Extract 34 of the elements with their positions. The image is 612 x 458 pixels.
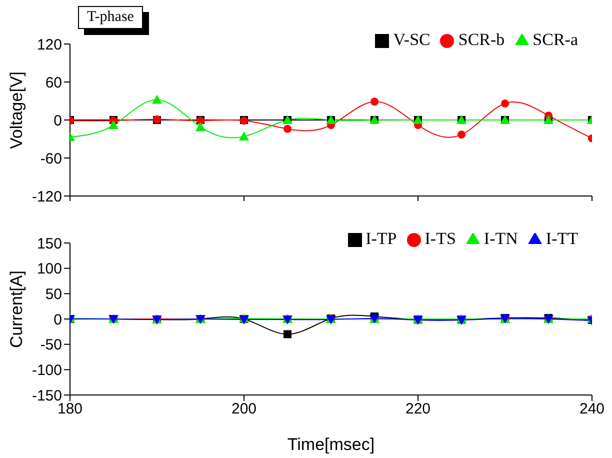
legend-label: I-TN — [484, 229, 518, 248]
legend-label: SCR-b — [458, 30, 505, 49]
y-tick-label: 100 — [36, 260, 62, 278]
x-tick-label: 240 — [579, 400, 605, 418]
legend-label: SCR-a — [532, 30, 578, 49]
legend-label: I-TT — [546, 229, 578, 248]
y-tick-label: -60 — [40, 150, 62, 168]
y-tick-label: 50 — [45, 286, 62, 303]
point — [370, 98, 378, 106]
point — [108, 120, 118, 130]
y-tick-label: 60 — [45, 74, 62, 92]
x-tick-label: 200 — [231, 400, 257, 418]
point — [152, 94, 162, 104]
y-axis-title: Voltage[V] — [7, 71, 26, 149]
x-axis-title: Time[msec] — [287, 435, 375, 454]
point — [239, 131, 249, 140]
legend-label: I-TP — [366, 229, 397, 248]
point — [284, 330, 292, 338]
y-axis-title: Current[A] — [7, 270, 26, 348]
y-tick-label: 150 — [36, 235, 62, 252]
y-tick-label: 0 — [54, 112, 62, 130]
point — [196, 122, 206, 131]
point — [458, 130, 466, 139]
x-tick-label: 220 — [405, 400, 431, 418]
y-tick-label: 0 — [54, 311, 62, 328]
point — [501, 100, 509, 108]
y-tick-label: -50 — [40, 336, 62, 354]
legend-label: I-TS — [424, 229, 456, 248]
point — [284, 124, 292, 133]
y-tick-label: 120 — [36, 36, 62, 54]
legend-label: V-SC — [393, 30, 430, 49]
y-tick-label: -100 — [32, 362, 62, 379]
chart-title: T-phase — [78, 6, 143, 29]
y-tick-label: -120 — [32, 188, 62, 206]
